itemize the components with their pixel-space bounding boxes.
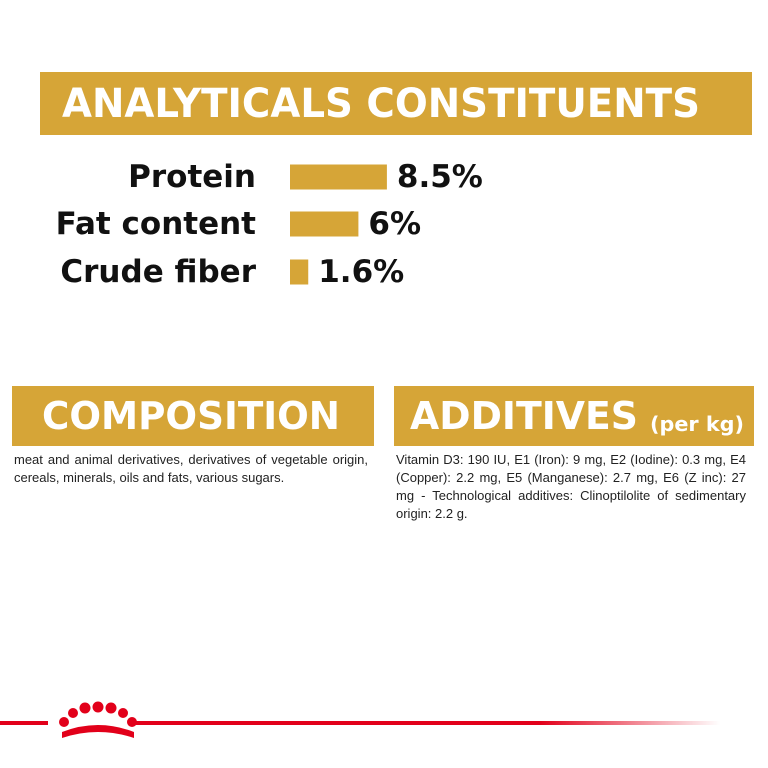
bar [290, 211, 359, 237]
composition-title: COMPOSITION [42, 394, 340, 438]
additives-banner [394, 386, 754, 446]
value-label: 1.6% [318, 254, 404, 290]
brand-line [0, 721, 720, 725]
composition-banner [12, 386, 374, 446]
bar [290, 259, 309, 285]
additives-title: ADDITIVES [410, 394, 638, 438]
chart-title: ANALYTICALS CONSTITUENTS [62, 81, 700, 127]
additives-text: Vitamin D3: 190 IU, E1 (Iron): 9 mg, E2 … [396, 452, 746, 521]
composition-text: meat and animal derivatives, derivatives… [14, 452, 368, 485]
category-label: Protein [128, 159, 256, 195]
brand-logo [48, 701, 137, 738]
value-label: 8.5% [397, 159, 483, 195]
additives-unit: (per kg) [650, 412, 744, 436]
title-banner [40, 72, 752, 135]
category-label: Fat content [56, 206, 257, 242]
bar [290, 164, 387, 190]
category-label: Crude fiber [60, 254, 256, 290]
value-label: 6% [368, 206, 421, 242]
